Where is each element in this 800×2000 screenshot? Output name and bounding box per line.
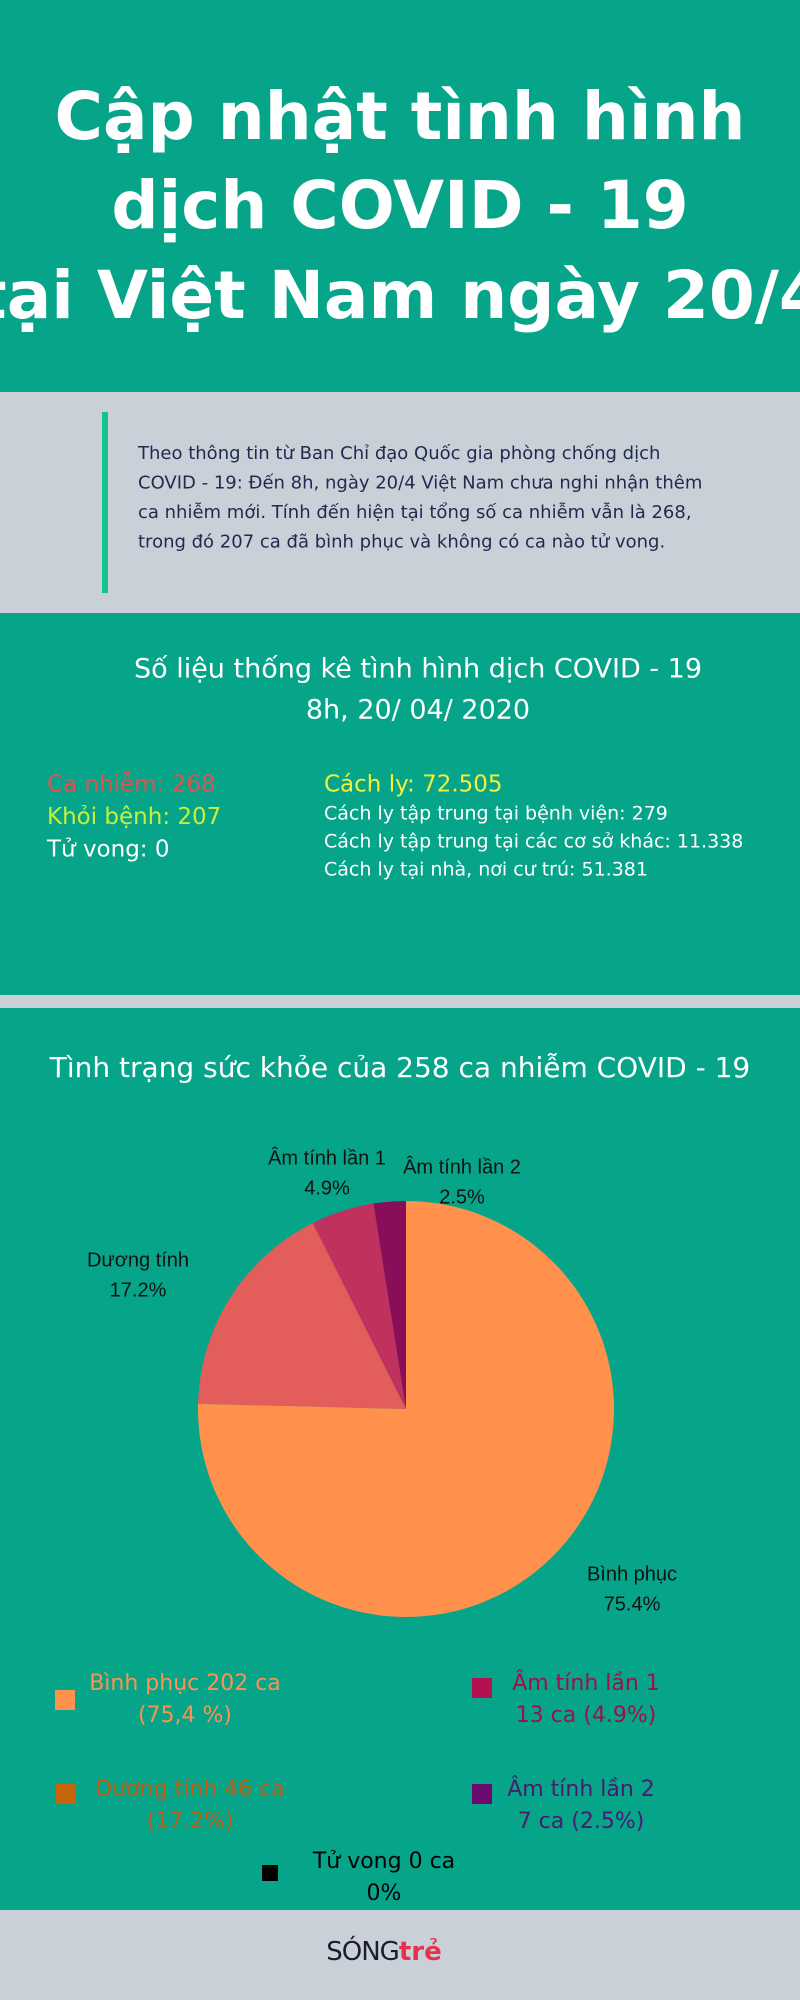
stats-title: 8h, 20/ 04/ 2020 xyxy=(306,695,530,726)
legend-text: 0% xyxy=(367,1881,402,1906)
legend-text: Âm tính lần 1 xyxy=(512,1670,660,1696)
stat-detail: Cách ly tập trung tại các cơ sở khác: 11… xyxy=(324,831,743,853)
intro-bar xyxy=(102,412,108,593)
logo-part: trẻ xyxy=(399,1936,442,1967)
legend-text: (17.2%) xyxy=(146,1809,233,1834)
header-bg xyxy=(0,0,800,392)
title-line: tại Việt Nam ngày 20/4 xyxy=(0,257,800,334)
stat-detail: Cách ly tập trung tại bệnh viện: 279 xyxy=(324,803,668,825)
divider xyxy=(0,995,800,1008)
pie-slice xyxy=(198,1223,406,1409)
intro-line: ca nhiễm mới. Tính đến hiện tại tổng số … xyxy=(138,502,692,523)
stat: Tử vong: 0 xyxy=(46,837,170,863)
legend-swatch xyxy=(56,1784,76,1804)
intro-line: Theo thông tin từ Ban Chỉ đạo Quốc gia p… xyxy=(137,443,660,464)
title-line: dịch COVID - 19 xyxy=(111,167,688,244)
footer-bg xyxy=(0,1910,800,2000)
slice-label: Bình phục xyxy=(587,1563,677,1585)
legend-swatch xyxy=(262,1865,278,1881)
stat: Khỏi bệnh: 207 xyxy=(47,804,221,830)
logo-part: SÓNG xyxy=(326,1935,399,1967)
slice-value: 17.2% xyxy=(110,1279,167,1301)
legend-text: Âm tính lần 2 xyxy=(507,1776,655,1802)
stat: Ca nhiễm: 268 xyxy=(47,770,216,798)
slice-label: Âm tính lần 2 xyxy=(403,1155,521,1178)
intro-line: COVID - 19: Đến 8h, ngày 20/4 Việt Nam c… xyxy=(138,473,702,494)
stat-head: Cách ly: 72.505 xyxy=(324,772,503,798)
intro-line: trong đó 207 ca đã bình phục và không có… xyxy=(138,532,665,553)
stats-title: Số liệu thống kê tình hình dịch COVID - … xyxy=(134,654,702,685)
slice-value: 4.9% xyxy=(304,1177,350,1199)
legend-swatch xyxy=(472,1784,492,1804)
stats-bg xyxy=(0,613,800,995)
legend-text: 7 ca (2.5%) xyxy=(518,1809,645,1834)
legend-text: (75,4 %) xyxy=(138,1703,232,1728)
legend-text: 13 ca (4.9%) xyxy=(516,1703,657,1728)
legend-text: Bình phục 202 ca xyxy=(89,1671,281,1696)
legend-swatch xyxy=(55,1690,75,1710)
intro-bg xyxy=(0,392,800,613)
legend-text: Tử vong 0 ca xyxy=(312,1849,455,1874)
stat-detail: Cách ly tại nhà, nơi cư trú: 51.381 xyxy=(324,859,648,881)
pie-slice xyxy=(373,1201,406,1409)
title-line: Cập nhật tình hình xyxy=(55,78,746,155)
slice-value: 75.4% xyxy=(604,1593,661,1615)
slice-label: Dương tính xyxy=(87,1249,189,1271)
pie-slice xyxy=(312,1203,406,1409)
legend-text: Dương tính 46 ca xyxy=(95,1777,284,1802)
legend-swatch xyxy=(472,1678,492,1698)
chart-title: Tình trạng sức khỏe của 258 ca nhiễm COV… xyxy=(49,1051,750,1084)
slice-value: 2.5% xyxy=(439,1186,485,1208)
logo: SÓNGtrẻ xyxy=(326,1935,441,1967)
slice-label: Âm tính lần 1 xyxy=(268,1146,386,1169)
